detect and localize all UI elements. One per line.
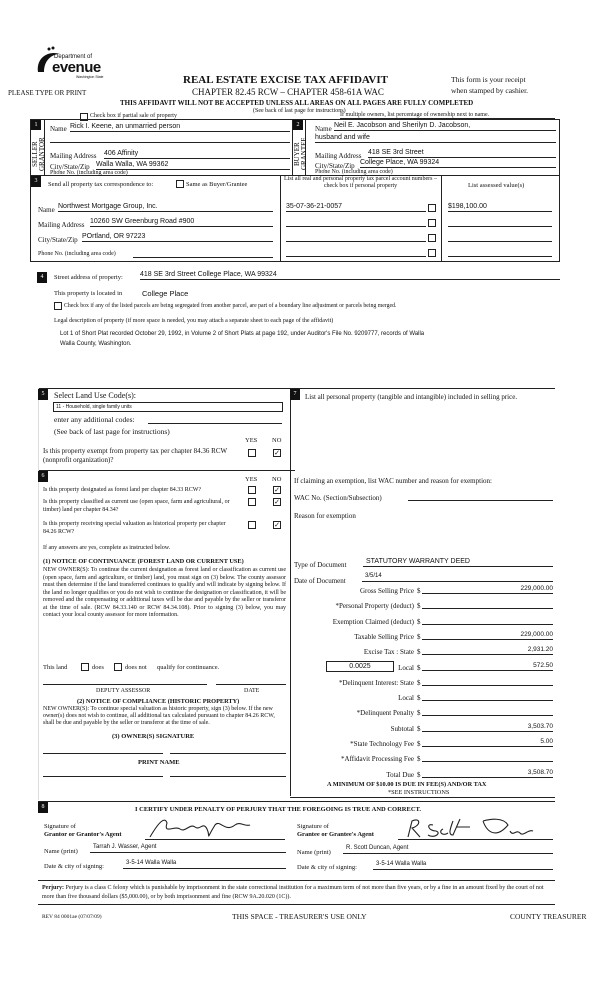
total-label: *Delinquent Interest: State	[338, 678, 414, 687]
corr-name-field[interactable]: Northwest Mortgage Group, Inc.	[58, 203, 273, 212]
grantee-signature[interactable]	[398, 815, 553, 840]
seller-name-field-2[interactable]	[50, 134, 290, 143]
total-label: Excise Tax : State	[363, 648, 414, 657]
total-value-field[interactable]: 229,000.00	[422, 631, 553, 640]
total-label: Taxable Selling Price	[354, 632, 414, 641]
total-label: *State Technology Fee	[350, 740, 414, 748]
please-type: PLEASE TYPE OR PRINT	[8, 89, 87, 97]
parcel-number-field[interactable]	[286, 233, 426, 242]
buyer-name-field-2[interactable]: husband and wife	[315, 134, 556, 143]
owner-signature-line[interactable]	[43, 753, 163, 754]
corr-mail-field[interactable]: 10260 SW Greenburg Road #900	[90, 218, 273, 227]
dor-logo: Department of evenue Washington State	[34, 46, 114, 79]
receipt-note: This form is your receipt	[451, 75, 526, 84]
does-qualify-checkbox[interactable]	[81, 663, 89, 671]
owner-signature-line-2[interactable]	[170, 753, 286, 754]
parties-box	[30, 119, 560, 262]
forest-yes-checkbox[interactable]	[248, 486, 256, 494]
personal-property-checkbox[interactable]	[428, 219, 436, 227]
street-address-field[interactable]: 418 SE 3rd Street College Place, WA 9932…	[140, 271, 560, 280]
buyer-city-field[interactable]: College Place, WA 99324	[360, 159, 556, 168]
buyer-side-label: BUYER GRANTEE	[293, 137, 308, 171]
total-value-field[interactable]: 572.50	[422, 662, 553, 671]
historic-no-checkbox[interactable]: ✓	[273, 521, 281, 529]
grantor-name-field[interactable]: Tarrah J. Wasser, Agent	[90, 844, 286, 853]
total-label: Local	[398, 694, 414, 703]
legal-description[interactable]: Lot 1 of Short Plat recorded October 29,…	[60, 331, 425, 337]
grantee-date-field[interactable]: 3-5-14 Walla Walla	[373, 861, 553, 870]
total-value-field[interactable]	[422, 707, 553, 717]
personal-property-checkbox[interactable]	[428, 249, 436, 257]
print-name-line[interactable]	[43, 776, 163, 777]
grantee-name-field[interactable]: R. Scott Duncan, Agent	[343, 845, 553, 854]
total-label: *Affidavit Processing Fee	[341, 755, 414, 764]
total-label: *Personal Property (deduct)	[335, 602, 414, 611]
perjury-notice: Perjury: Perjury is a class C felony whi…	[42, 885, 544, 900]
total-value-field[interactable]: 229,000.00	[422, 585, 553, 594]
buyer-name-field[interactable]: Neil E. Jacobson and Sherilyn D. Jacobso…	[334, 122, 556, 131]
personal-property-checkbox[interactable]	[428, 204, 436, 212]
see-back: (See back of last page for instructions)	[253, 108, 346, 114]
grantor-date-field[interactable]: 3-5-14 Walla Walla	[123, 860, 286, 869]
parcel-number-field[interactable]: 35-07-36-21-0057	[286, 203, 426, 212]
receipt-note-2: when stamped by cashier.	[451, 86, 529, 95]
deputy-date-line[interactable]	[216, 684, 286, 685]
total-label: Exemption Claimed (deduct)	[332, 617, 414, 626]
seller-name-field[interactable]: Rick I. Keene, an unmarried person	[70, 123, 290, 132]
current-use-yes-checkbox[interactable]	[248, 498, 256, 506]
forest-no-checkbox[interactable]: ✓	[273, 486, 281, 494]
deputy-assessor-line[interactable]	[43, 684, 207, 685]
chapter: CHAPTER 82.45 RCW – CHAPTER 458-61A WAC	[192, 87, 384, 97]
local-rate-field[interactable]: 0.0025	[326, 661, 394, 672]
additional-codes-field[interactable]	[148, 415, 282, 424]
grantor-signature-image	[149, 819, 251, 838]
total-value-field[interactable]: 2,931.20	[422, 646, 553, 656]
buyer-mail-field[interactable]: 418 SE 3rd Street	[368, 149, 556, 158]
exempt-yes-checkbox[interactable]	[248, 449, 256, 457]
total-label: Total Due	[386, 770, 414, 779]
segregated-checkbox[interactable]	[54, 302, 62, 310]
total-value-field[interactable]	[422, 616, 553, 625]
doc-date-field[interactable]: 3/5/14	[362, 573, 553, 582]
form-title: REAL ESTATE EXCISE TAX AFFIDAVIT	[183, 74, 388, 86]
exempt-no-checkbox[interactable]: ✓	[273, 449, 281, 457]
assessed-value-field[interactable]	[448, 233, 552, 242]
land-use-code-select[interactable]: 11 - Household, single family units	[53, 402, 283, 412]
warning: THIS AFFIDAVIT WILL NOT BE ACCEPTED UNLE…	[120, 99, 474, 107]
located-in-value[interactable]: College Place	[142, 289, 189, 298]
total-value-field[interactable]: 5.00	[422, 738, 553, 747]
total-value-field[interactable]	[422, 692, 553, 702]
personal-property-checkbox[interactable]	[428, 234, 436, 242]
assessed-value-field[interactable]: $198,100.00	[448, 203, 552, 212]
total-value-field[interactable]: 3,508.70	[422, 769, 553, 778]
assessed-value-field[interactable]	[448, 218, 552, 227]
seller-city-field[interactable]: Walla Walla, WA 99362	[96, 161, 290, 170]
total-label: *Delinquent Penalty	[356, 709, 414, 718]
grantee-signature-image	[407, 818, 534, 838]
current-use-no-checkbox[interactable]: ✓	[273, 498, 281, 506]
partial-sale-checkbox[interactable]	[80, 113, 88, 121]
logo-swoosh-icon	[37, 46, 60, 72]
assessed-value-field[interactable]	[448, 248, 552, 257]
total-label: Local	[398, 663, 414, 672]
doc-type-field[interactable]: STATUTORY WARRANTY DEED	[363, 558, 553, 567]
total-label: Subtotal	[390, 724, 414, 733]
seller-side-label: SELLER GRANTOR	[31, 137, 46, 171]
total-value-field[interactable]	[422, 753, 553, 763]
same-as-buyer-checkbox[interactable]	[176, 180, 184, 188]
does-not-qualify-checkbox[interactable]	[114, 663, 122, 671]
print-name-line-2[interactable]	[170, 776, 286, 777]
grantor-signature[interactable]	[145, 815, 285, 840]
corr-city-field[interactable]: POrtland, OR 97223	[82, 233, 273, 242]
total-value-field[interactable]	[422, 600, 553, 610]
parcel-number-field[interactable]	[286, 218, 426, 227]
total-label: Gross Selling Price	[359, 587, 414, 595]
seller-mail-field[interactable]: 406 Affinity	[104, 150, 290, 159]
total-value-field[interactable]	[422, 677, 553, 686]
historic-yes-checkbox[interactable]	[248, 521, 256, 529]
wac-field[interactable]	[408, 492, 553, 501]
total-value-field[interactable]: 3,503.70	[422, 723, 553, 732]
parcel-number-field[interactable]	[286, 248, 426, 257]
